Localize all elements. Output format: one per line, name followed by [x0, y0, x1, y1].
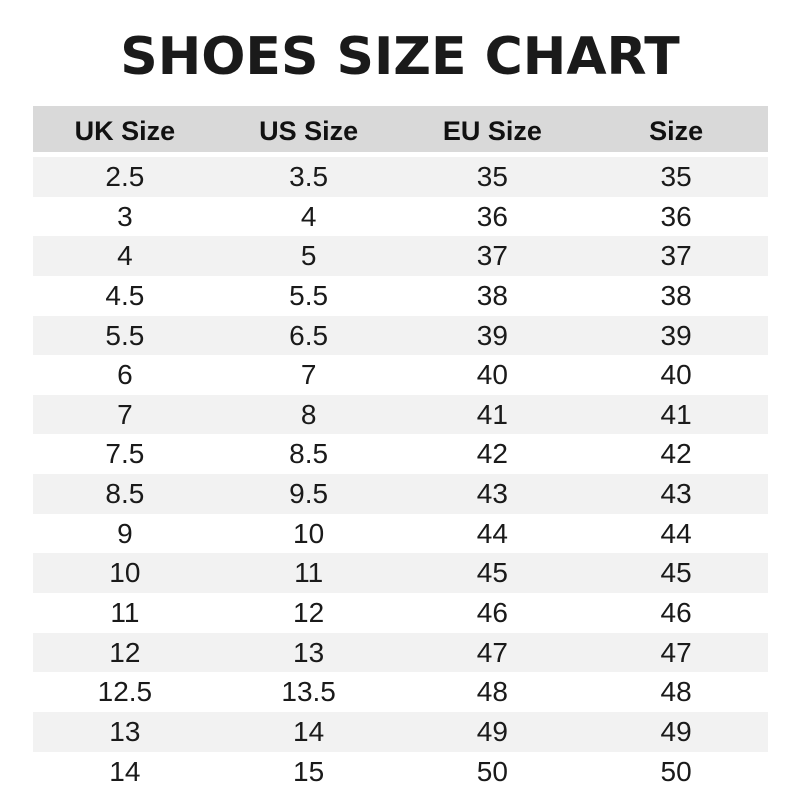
- cell-us-size: 5.5: [289, 279, 329, 311]
- cell-size: 48: [660, 676, 692, 708]
- table-body: 2.5 3.5 35 35 3 4 36 36 4 5 37 37 4.5 5.5 38 38 5.5 6.5 39…: [33, 157, 768, 791]
- cell-size: 41: [660, 398, 692, 430]
- cell-us-size: 13: [293, 636, 325, 668]
- cell-size: 37: [660, 240, 692, 272]
- cell-uk-size: 6: [117, 359, 133, 391]
- cell-uk-size: 9: [117, 517, 133, 549]
- table-row: 12 13 47 47: [33, 632, 768, 673]
- cell-size: 45: [660, 557, 692, 589]
- cell-eu-size: 49: [476, 715, 508, 747]
- cell-size: 50: [660, 755, 692, 787]
- size-chart-table: UK Size US Size EU Size Size 2.5 3.5 35 35 3…: [33, 106, 768, 791]
- cell-us-size: 14: [293, 715, 325, 747]
- table-row: 9 10 44 44: [33, 514, 768, 554]
- cell-size: 46: [660, 597, 692, 629]
- header-eu-size: EU Size: [442, 116, 542, 146]
- table-row: 11 12 46 46: [33, 593, 768, 633]
- cell-us-size: 15: [293, 755, 325, 787]
- cell-eu-size: 44: [476, 517, 508, 549]
- cell-uk-size: 10: [109, 557, 141, 589]
- cell-uk-size: 13: [109, 715, 141, 747]
- table-row: 2.5 3.5 35 35: [33, 157, 768, 197]
- cell-size: 44: [660, 517, 692, 549]
- table-row: 8.5 9.5 43 43: [33, 474, 768, 514]
- table-row: 12.5 13.5 48 48: [33, 672, 768, 712]
- cell-eu-size: 46: [476, 597, 508, 629]
- page-title: SHOES SIZE CHART: [120, 27, 680, 87]
- cell-uk-size: 11: [110, 597, 140, 629]
- cell-eu-size: 50: [476, 755, 508, 787]
- cell-size: 49: [660, 715, 692, 747]
- cell-eu-size: 40: [476, 359, 508, 391]
- table-row: 5.5 6.5 39 39: [33, 315, 768, 356]
- cell-eu-size: 39: [476, 319, 508, 351]
- table-row: 3 4 36 36: [33, 197, 768, 237]
- header-size: Size: [649, 116, 704, 146]
- table-header: UK Size US Size EU Size Size: [33, 106, 768, 152]
- table-row: 7.5 8.5 42 42: [33, 434, 768, 474]
- cell-size: 42: [660, 438, 692, 470]
- cell-size: 39: [660, 319, 692, 351]
- table-row: 7 8 41 41: [33, 394, 768, 435]
- cell-size: 36: [660, 200, 692, 232]
- cell-uk-size: 5.5: [105, 319, 145, 351]
- cell-eu-size: 43: [476, 478, 508, 510]
- header-us-size: US Size: [259, 116, 359, 146]
- cell-uk-size: 3: [117, 200, 133, 232]
- cell-uk-size: 7.5: [105, 438, 145, 470]
- cell-us-size: 4: [300, 200, 317, 232]
- cell-us-size: 9.5: [289, 478, 329, 510]
- cell-eu-size: 48: [476, 676, 508, 708]
- cell-size: 47: [660, 636, 692, 668]
- cell-uk-size: 14: [109, 755, 141, 787]
- cell-eu-size: 42: [476, 438, 508, 470]
- cell-us-size: 6.5: [289, 319, 329, 351]
- cell-uk-size: 4: [117, 240, 133, 272]
- cell-eu-size: 41: [476, 398, 508, 430]
- cell-uk-size: 12: [109, 636, 141, 668]
- table-row: 4 5 37 37: [33, 236, 768, 276]
- header-uk-size: UK Size: [74, 116, 176, 146]
- table-row: 14 15 50 50: [33, 752, 768, 792]
- cell-uk-size: 2.5: [105, 161, 145, 192]
- cell-us-size: 13.5: [281, 676, 336, 708]
- cell-us-size: 11: [294, 557, 324, 589]
- table-row: 4.5 5.5 38 38: [33, 276, 768, 316]
- cell-size: 38: [660, 279, 692, 311]
- cell-size: 43: [660, 478, 692, 510]
- cell-uk-size: 7: [117, 398, 133, 430]
- cell-us-size: 5: [300, 240, 317, 272]
- cell-us-size: 7: [300, 359, 317, 391]
- cell-eu-size: 37: [476, 240, 508, 272]
- cell-eu-size: 35: [476, 161, 508, 192]
- table-row: 13 14 49 49: [33, 711, 768, 752]
- cell-uk-size: 12.5: [97, 676, 153, 708]
- cell-eu-size: 47: [476, 636, 508, 668]
- cell-eu-size: 36: [476, 200, 508, 232]
- table-row: 10 11 45 45: [33, 553, 768, 594]
- cell-us-size: 8: [300, 398, 317, 430]
- cell-size: 35: [660, 161, 692, 192]
- cell-uk-size: 8.5: [105, 478, 145, 510]
- cell-us-size: 10: [293, 517, 325, 549]
- cell-uk-size: 4.5: [105, 279, 145, 311]
- cell-us-size: 8.5: [289, 438, 329, 470]
- cell-size: 40: [660, 359, 692, 391]
- cell-eu-size: 38: [476, 279, 508, 311]
- cell-eu-size: 45: [476, 557, 508, 589]
- cell-us-size: 3.5: [289, 161, 329, 192]
- table-row: 6 7 40 40: [33, 355, 768, 395]
- cell-us-size: 12: [293, 597, 325, 629]
